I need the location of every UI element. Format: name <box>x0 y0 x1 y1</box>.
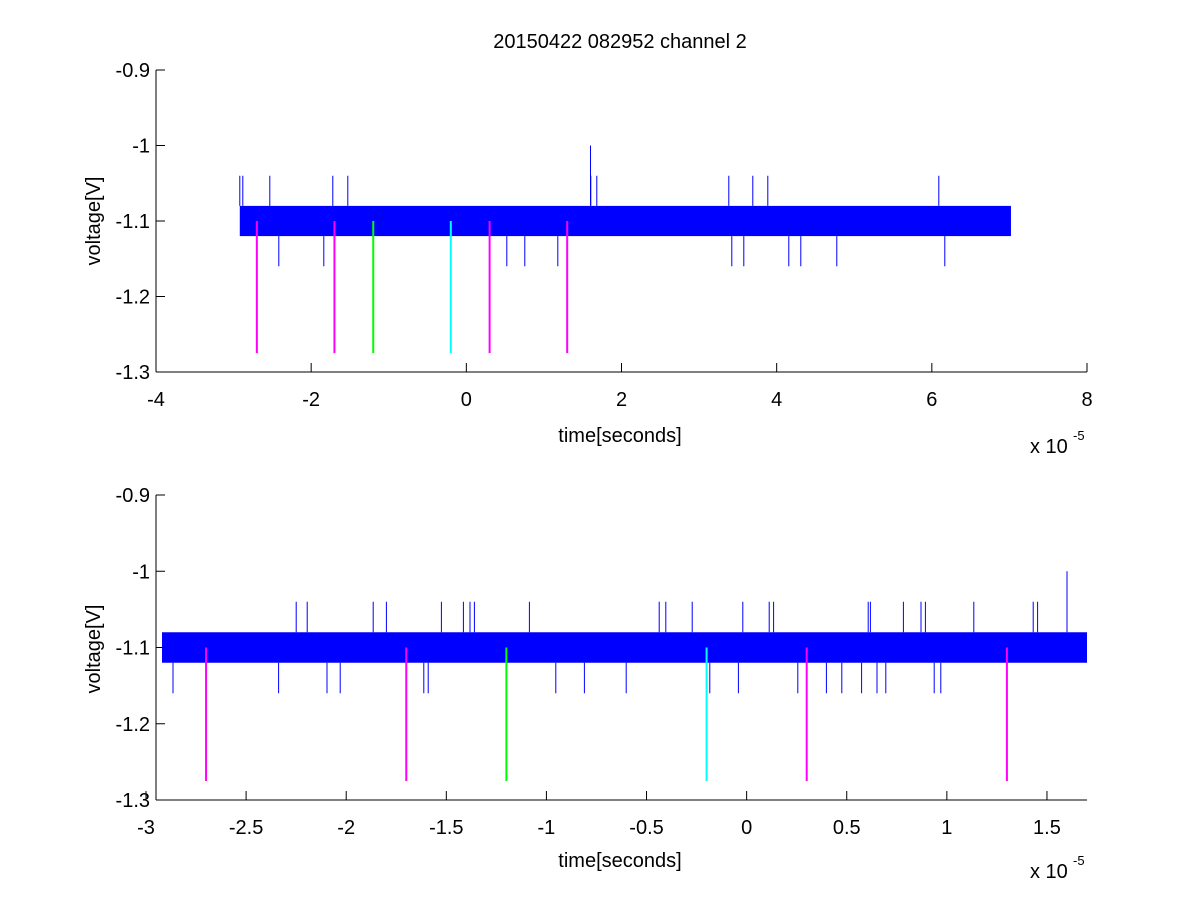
top-plot-axes: -4 -2 0 2 4 6 8 -1.3 -1.2 -1.1 -1 -0.9 <box>116 60 1093 411</box>
bottom-x-tick-label: -0.5 <box>629 817 663 839</box>
top-y-tick-label: -1.2 <box>116 287 150 309</box>
top-signal-band <box>239 205 1011 237</box>
bottom-x-tick-label: -1.5 <box>429 817 463 839</box>
bottom-x-tick-label: 0.5 <box>833 817 861 839</box>
bottom-x-exponent-power: -5 <box>1073 853 1085 868</box>
top-x-exponent-power: -5 <box>1073 428 1085 443</box>
top-x-axis-label: time[seconds] <box>558 425 681 447</box>
bottom-subplot: -3 -2.5 -2 -1.5 -1 -0.5 0 0.5 1 1.5 -1.3 -1.2 -1.1 -1… <box>83 485 1087 883</box>
bottom-x-axis-label: time[seconds] <box>558 850 681 872</box>
bottom-signal-spikes <box>172 571 1068 694</box>
bottom-x-exponent: x 10 -5 <box>1030 853 1085 883</box>
top-y-tick-label: -1.1 <box>116 211 150 233</box>
bottom-x-tick-label: 1.5 <box>1033 817 1061 839</box>
bottom-y-tick-label: -1.1 <box>116 638 150 660</box>
bottom-x-tick-label: 0 <box>741 817 752 839</box>
top-subplot: -4 -2 0 2 4 6 8 -1.3 -1.2 -1.1 -1 -0.9 time[seconds… <box>83 60 1093 458</box>
bottom-y-tick-label: -1.3 <box>116 790 150 812</box>
bottom-plot-data <box>162 571 1087 781</box>
top-x-tick-label: -4 <box>147 389 165 411</box>
bottom-y-tick-label: -1.2 <box>116 714 150 736</box>
top-y-tick-label: -0.9 <box>116 60 150 82</box>
top-y-tick-label: -1.3 <box>116 362 150 384</box>
bottom-x-exponent-base: x 10 <box>1030 861 1068 883</box>
bottom-y-tick-label: -1 <box>132 561 150 583</box>
bottom-x-tick-label: -2.5 <box>229 817 263 839</box>
top-y-tick-label: -1 <box>132 136 150 158</box>
top-x-tick-label: 6 <box>926 389 937 411</box>
bottom-x-tick-label: -3 <box>137 817 155 839</box>
bottom-signal-band <box>162 632 1087 663</box>
top-signal-spikes <box>239 145 946 267</box>
bottom-x-tick-label: -2 <box>337 817 355 839</box>
figure-title: 20150422 082952 channel 2 <box>493 31 747 53</box>
top-y-axis-label: voltage[V] <box>83 177 105 266</box>
bottom-y-axis-label: voltage[V] <box>83 605 105 694</box>
bottom-y-tick-label: -0.9 <box>116 485 150 507</box>
top-x-exponent-base: x 10 <box>1030 436 1068 458</box>
top-x-tick-label: 4 <box>771 389 782 411</box>
top-plot-data <box>239 145 1011 354</box>
bottom-x-tick-label: 1 <box>941 817 952 839</box>
top-x-tick-label: 8 <box>1081 389 1092 411</box>
bottom-plot-axes: -3 -2.5 -2 -1.5 -1 -0.5 0 0.5 1 1.5 -1.3 -1.2 -1.1 -1… <box>116 485 1087 839</box>
top-x-tick-label: 0 <box>461 389 472 411</box>
top-x-tick-label: -2 <box>302 389 320 411</box>
top-x-tick-label: 2 <box>616 389 627 411</box>
bottom-x-tick-label: -1 <box>538 817 556 839</box>
top-x-exponent: x 10 -5 <box>1030 428 1085 458</box>
